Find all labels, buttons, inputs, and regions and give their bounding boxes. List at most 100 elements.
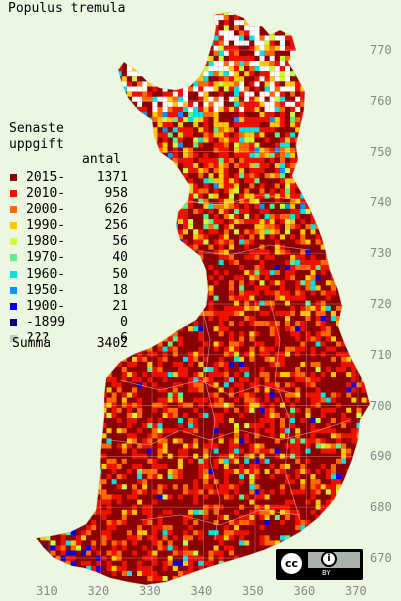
grid-cell — [96, 30, 102, 36]
grid-cell — [162, 285, 168, 291]
grid-cell — [300, 356, 306, 362]
grid-cell — [213, 50, 219, 56]
grid-cell — [372, 342, 377, 347]
grid-cell — [208, 147, 214, 153]
grid-cell — [234, 331, 240, 337]
grid-cell — [152, 259, 158, 265]
grid-cell — [259, 81, 265, 87]
grid-cell — [254, 326, 260, 332]
grid-cell — [228, 275, 234, 281]
grid-cell — [142, 147, 148, 153]
grid-cell — [218, 331, 224, 337]
grid-cell — [300, 224, 306, 230]
grid-cell — [157, 361, 163, 367]
grid-cell — [228, 71, 234, 77]
grid-cell — [50, 382, 56, 388]
grid-cell — [305, 163, 311, 169]
grid-cell — [356, 341, 362, 347]
grid-cell — [305, 61, 311, 67]
grid-cell — [239, 259, 245, 265]
grid-cell — [36, 61, 41, 67]
grid-cell — [239, 295, 245, 301]
grid-cell — [142, 86, 148, 92]
grid-cell — [111, 76, 117, 82]
grid-cell — [239, 12, 245, 16]
grid-cell — [264, 40, 270, 46]
grid-cell — [234, 173, 240, 179]
grid-cell — [274, 50, 280, 56]
grid-cell — [372, 30, 377, 35]
grid-cell — [177, 25, 183, 31]
grid-cell — [162, 244, 168, 250]
grid-cell — [315, 300, 321, 306]
grid-cell — [346, 132, 352, 138]
grid-cell — [372, 326, 377, 331]
grid-cell — [356, 275, 362, 281]
grid-cell — [310, 188, 316, 194]
grid-cell — [86, 55, 92, 61]
grid-cell — [285, 214, 291, 220]
grid-cell — [285, 188, 291, 194]
grid-cell — [137, 163, 143, 169]
grid-cell — [167, 254, 173, 260]
grid-cell — [121, 132, 127, 138]
grid-cell — [70, 55, 76, 61]
grid-cell — [213, 35, 219, 41]
grid-cell — [295, 234, 301, 240]
grid-cell — [305, 275, 311, 281]
grid-cell — [96, 20, 102, 26]
grid-cell — [336, 265, 342, 271]
grid-cell — [96, 127, 102, 133]
grid-cell — [218, 244, 224, 250]
grid-cell — [167, 173, 173, 179]
grid-cell — [372, 377, 377, 382]
grid-cell — [228, 224, 234, 230]
grid-cell — [285, 331, 291, 337]
grid-cell — [177, 86, 183, 92]
grid-cell — [65, 356, 71, 362]
grid-cell — [300, 198, 306, 204]
grid-cell — [336, 25, 342, 31]
grid-cell — [177, 20, 183, 26]
grid-cell — [162, 15, 168, 21]
grid-cell — [239, 117, 245, 123]
grid-cell — [132, 305, 138, 311]
grid-cell — [341, 377, 347, 383]
grid-cell — [86, 66, 92, 72]
grid-cell — [50, 331, 56, 337]
grid-cell — [96, 61, 102, 67]
grid-cell — [223, 163, 229, 169]
grid-cell — [254, 336, 260, 342]
grid-cell — [213, 81, 219, 87]
grid-cell — [137, 239, 143, 245]
grid-cell — [111, 55, 117, 61]
grid-cell — [193, 239, 199, 245]
grid-cell — [45, 66, 51, 72]
grid-cell — [234, 249, 240, 255]
grid-cell — [249, 30, 255, 36]
grid-cell — [310, 173, 316, 179]
grid-cell — [183, 91, 189, 97]
grid-cell — [177, 168, 183, 174]
grid-cell — [183, 290, 189, 296]
grid-cell — [254, 244, 260, 250]
grid-cell — [290, 208, 296, 214]
grid-cell — [259, 112, 265, 118]
grid-cell — [152, 234, 158, 240]
grid-cell — [223, 86, 229, 92]
grid-cell — [152, 55, 158, 61]
grid-cell — [137, 117, 143, 123]
grid-cell — [223, 310, 229, 316]
grid-cell — [295, 40, 301, 46]
grid-cell — [228, 76, 234, 82]
grid-cell — [213, 321, 219, 327]
grid-cell — [259, 219, 265, 225]
grid-cell — [249, 35, 255, 41]
grid-cell — [330, 219, 336, 225]
grid-cell — [264, 341, 270, 347]
grid-cell — [346, 15, 352, 21]
grid-cell — [208, 198, 214, 204]
grid-cell — [152, 310, 158, 316]
grid-cell — [91, 382, 97, 388]
grid-cell — [366, 367, 370, 373]
